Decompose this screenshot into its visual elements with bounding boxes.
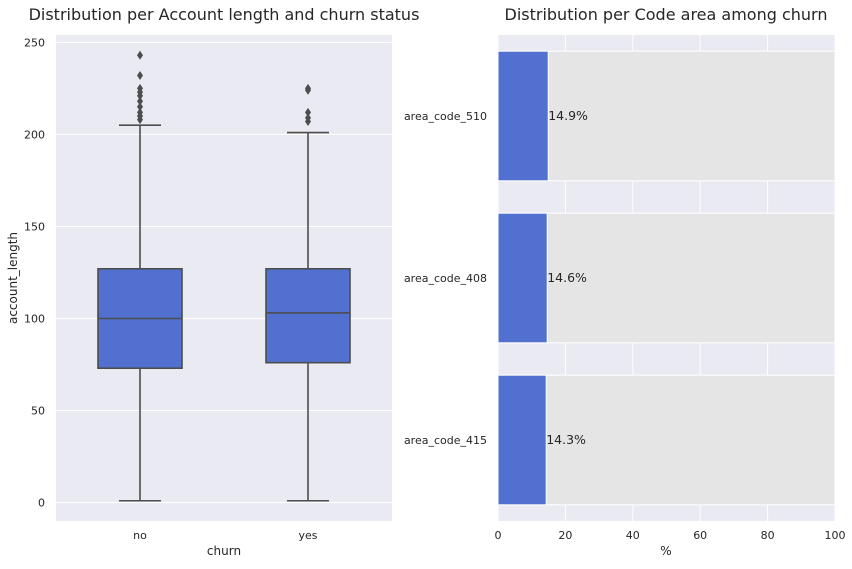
- boxplot-outlier: [137, 50, 143, 60]
- boxplot-outlier: [305, 83, 311, 93]
- bar-ytick-label: area_code_415: [404, 434, 487, 447]
- bar-xlabel: %: [660, 544, 671, 558]
- bar-data-label: 14.3%: [546, 432, 586, 447]
- bar-title: Distribution per Code area among churn: [505, 5, 828, 24]
- boxplot-box-yes: [265, 267, 351, 364]
- boxplot-panel: 0 50 100 150 200 250 no yes Distribution per A…: [6, 5, 419, 558]
- boxplot-outlier: [305, 107, 311, 117]
- boxplot-outlier: [137, 96, 143, 106]
- bar-xtick-label: 60: [693, 529, 707, 542]
- bar-xtick-label: 20: [558, 529, 572, 542]
- boxplot-xtick-label: no: [133, 529, 147, 542]
- bar-area_code_408: [497, 212, 548, 344]
- boxplot-xtick-label: yes: [298, 529, 317, 542]
- boxplot-ytick-label: 250: [24, 36, 45, 49]
- boxplot-ytick-label: 50: [31, 405, 45, 418]
- boxplot-title: Distribution per Account length and chur…: [29, 5, 420, 24]
- bar-data-label: 14.6%: [547, 270, 587, 285]
- boxplot-ytick-label: 0: [38, 497, 45, 510]
- bar-xtick-label: 100: [825, 529, 846, 542]
- bar-xtick-label: 0: [495, 529, 502, 542]
- bar-panel: 14.9% 14.6% 14.3% area_code_510 area_code_4…: [404, 5, 846, 558]
- boxplot-outlier: [137, 71, 143, 80]
- bar-area_code_415: [497, 374, 547, 506]
- bar-ytick-label: area_code_510: [404, 110, 487, 123]
- boxplot-outlier: [137, 107, 143, 117]
- boxplot-outlier: [137, 83, 143, 93]
- boxplot-xlabel: churn: [207, 544, 241, 558]
- boxplot-ytick-label: 100: [24, 313, 45, 326]
- bar-xtick-label: 40: [626, 529, 640, 542]
- boxplot-ylabel: account_length: [6, 232, 20, 324]
- bar-background-area_code_510: [497, 50, 836, 182]
- bar-xtick-label: 80: [761, 529, 775, 542]
- bar-background-area_code_415: [497, 374, 836, 506]
- boxplot-outlier: [137, 102, 143, 112]
- bar-area_code_510: [497, 50, 549, 182]
- bar-background-area_code_408: [497, 212, 836, 344]
- boxplot-ytick-label: 150: [24, 220, 45, 233]
- bar-data-label: 14.9%: [548, 108, 588, 123]
- bar-ytick-label: area_code_408: [404, 272, 487, 285]
- boxplot-ytick-label: 200: [24, 128, 45, 141]
- boxplot-outlier: [305, 113, 311, 123]
